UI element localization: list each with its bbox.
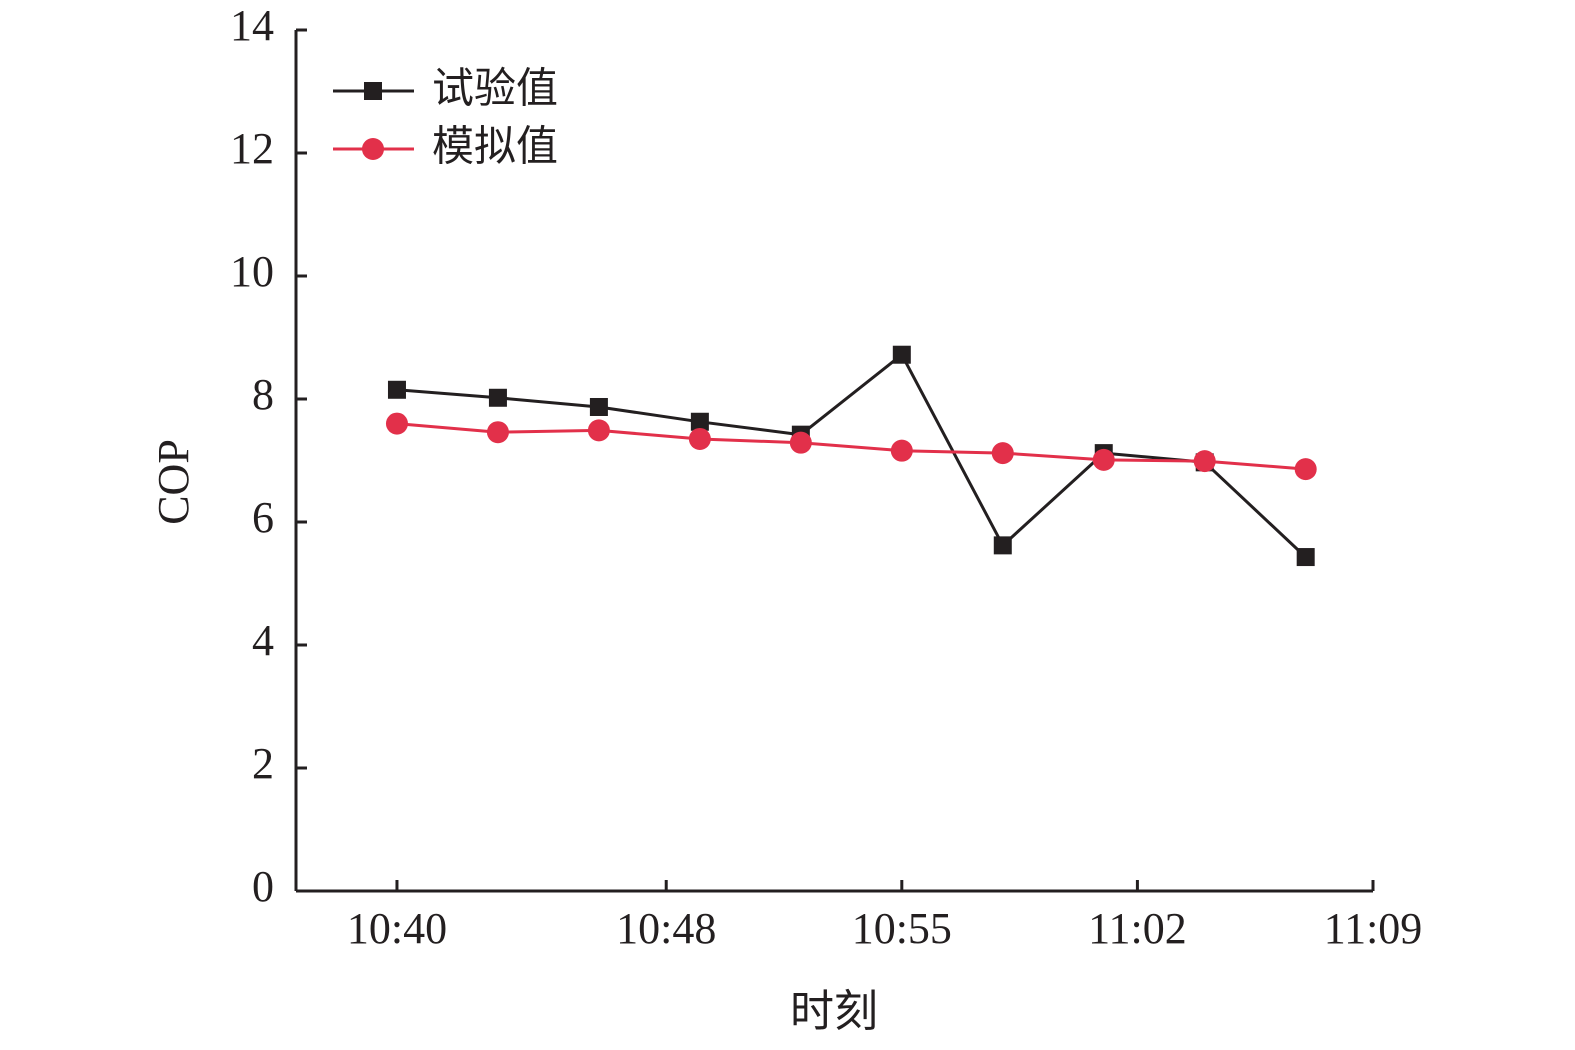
legend-label-series-1: 模拟值 bbox=[432, 122, 558, 171]
data-point-series-0-5 bbox=[892, 345, 911, 364]
y-tick-label-3: 6 bbox=[252, 493, 274, 542]
x-ticks: 10:40 10:48 10:55 11:02 11:09 bbox=[347, 880, 1422, 953]
data-point-series-1-6 bbox=[991, 442, 1014, 465]
y-tick-label-5: 10 bbox=[230, 247, 274, 296]
y-tick-label-7: 14 bbox=[230, 1, 274, 50]
legend-marker-series-1 bbox=[362, 138, 384, 160]
data-point-series-0-9 bbox=[1296, 548, 1315, 567]
legend: 试验值 模拟值 bbox=[333, 64, 558, 171]
data-point-series-1-4 bbox=[789, 431, 812, 454]
data-point-series-1-7 bbox=[1092, 448, 1115, 471]
data-point-series-1-2 bbox=[587, 419, 610, 442]
x-tick-label-1: 10:48 bbox=[616, 904, 716, 953]
x-tick-label-4: 11:09 bbox=[1324, 904, 1423, 953]
y-tick-label-6: 12 bbox=[230, 124, 274, 173]
data-point-series-1-8 bbox=[1193, 450, 1216, 473]
data-point-series-1-3 bbox=[688, 427, 711, 450]
y-tick-label-0: 0 bbox=[252, 862, 274, 911]
y-tick-label-4: 8 bbox=[252, 370, 274, 419]
legend-item-series-0: 试验值 bbox=[333, 64, 558, 113]
series-line-0 bbox=[396, 353, 1307, 559]
y-axis-title: COP bbox=[149, 439, 198, 525]
x-tick-label-0: 10:40 bbox=[347, 904, 447, 953]
axes bbox=[294, 30, 1373, 893]
x-axis-title: 时刻 bbox=[790, 986, 878, 1037]
x-tick-label-2: 10:55 bbox=[852, 904, 952, 953]
y-ticks: 0 2 4 6 8 10 12 14 bbox=[230, 1, 307, 911]
data-point-series-0-3 bbox=[690, 412, 709, 431]
data-point-series-1-0 bbox=[385, 412, 408, 435]
series-layer bbox=[385, 345, 1317, 567]
legend-item-series-1: 模拟值 bbox=[333, 122, 558, 171]
x-tick-label-3: 11:02 bbox=[1088, 904, 1187, 953]
data-point-series-0-1 bbox=[488, 388, 507, 407]
data-point-series-0-6 bbox=[993, 536, 1012, 555]
series-line-1 bbox=[396, 422, 1306, 471]
legend-marker-series-0 bbox=[364, 82, 382, 100]
legend-label-series-0: 试验值 bbox=[432, 64, 558, 113]
y-tick-label-2: 4 bbox=[252, 616, 274, 665]
data-point-series-0-0 bbox=[387, 380, 406, 399]
y-tick-label-1: 2 bbox=[252, 739, 274, 788]
data-point-series-1-1 bbox=[486, 421, 509, 444]
data-point-series-1-9 bbox=[1294, 458, 1317, 481]
data-point-series-0-2 bbox=[589, 397, 608, 416]
data-point-series-1-5 bbox=[890, 439, 913, 462]
